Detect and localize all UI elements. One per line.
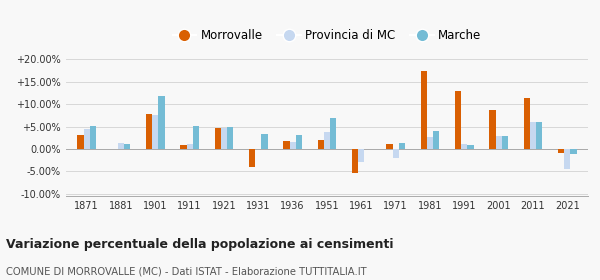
Bar [77,135,83,149]
Bar [358,149,364,162]
Bar [158,96,164,149]
Bar [249,149,255,167]
Bar [536,122,542,149]
Bar [571,149,577,154]
Text: COMUNE DI MORROVALLE (MC) - Dati ISTAT - Elaborazione TUTTITALIA.IT: COMUNE DI MORROVALLE (MC) - Dati ISTAT -… [6,266,367,276]
Bar [524,98,530,149]
Bar [89,126,96,149]
Bar [324,132,330,149]
Bar [530,122,536,149]
Bar [399,143,405,149]
Bar [187,144,193,149]
Bar [283,141,290,149]
Bar [386,144,392,149]
Bar [83,129,89,149]
Bar [461,144,467,149]
Bar [124,144,130,149]
Bar [221,128,227,149]
Text: Variazione percentuale della popolazione ai censimenti: Variazione percentuale della popolazione… [6,238,394,251]
Bar [352,149,358,173]
Bar [455,91,461,149]
Bar [215,128,221,149]
Bar [227,127,233,149]
Bar [290,142,296,149]
Bar [565,149,571,169]
Bar [433,132,439,149]
Bar [427,137,433,149]
Bar [502,136,508,149]
Bar [118,143,124,149]
Bar [496,136,502,149]
Bar [193,126,199,149]
Bar [112,148,118,149]
Bar [467,145,473,149]
Bar [392,149,399,158]
Legend: Morrovalle, Provincia di MC, Marche: Morrovalle, Provincia di MC, Marche [168,24,486,47]
Bar [146,115,152,149]
Bar [262,134,268,149]
Bar [318,141,324,149]
Bar [421,71,427,149]
Bar [490,110,496,149]
Bar [181,145,187,149]
Bar [558,149,565,153]
Bar [152,115,158,149]
Bar [296,135,302,149]
Bar [330,118,336,149]
